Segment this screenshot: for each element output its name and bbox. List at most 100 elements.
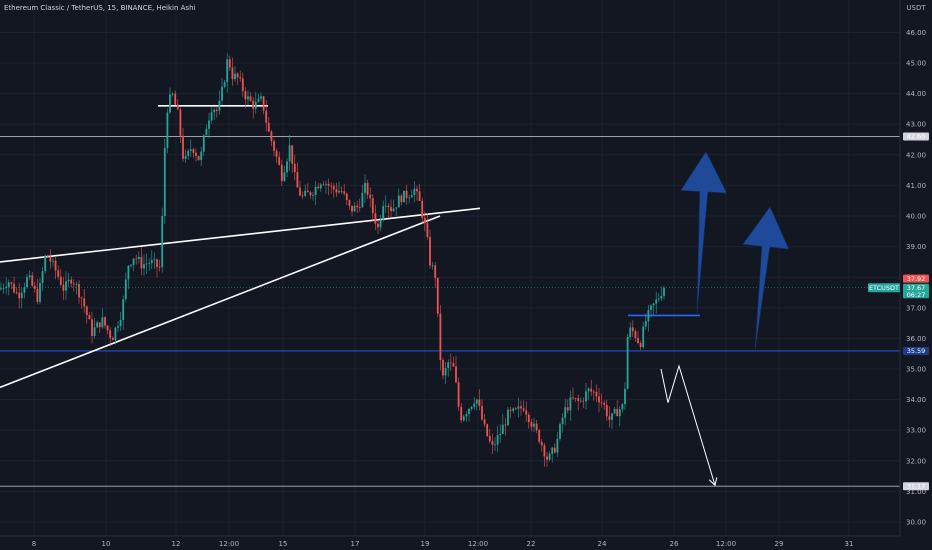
candle-body bbox=[491, 441, 494, 445]
candle-body bbox=[143, 264, 145, 269]
candle-body bbox=[150, 259, 153, 264]
candle-body bbox=[36, 288, 39, 302]
candle-body bbox=[283, 172, 286, 181]
price-tick-label: 40.00 bbox=[906, 213, 926, 221]
candle-body bbox=[358, 207, 361, 208]
candle-body bbox=[540, 441, 543, 446]
symbol-tag: ETCUSDT bbox=[868, 283, 900, 293]
candle-body bbox=[585, 391, 587, 402]
candle-body bbox=[83, 298, 86, 307]
candle-body bbox=[215, 109, 218, 111]
candle-body bbox=[660, 295, 663, 299]
candle-body bbox=[228, 59, 231, 68]
candle-body bbox=[267, 122, 270, 132]
candle-body bbox=[15, 292, 18, 294]
candle-body bbox=[62, 284, 65, 291]
candle-body bbox=[468, 408, 470, 415]
candle-body bbox=[507, 409, 509, 426]
candle-body bbox=[392, 208, 395, 212]
candle-body bbox=[460, 406, 463, 421]
candle-body bbox=[327, 183, 330, 186]
candle-body bbox=[522, 408, 525, 411]
candle-body bbox=[98, 322, 101, 328]
time-tick-label: 29 bbox=[775, 540, 784, 548]
candle-body bbox=[397, 195, 400, 208]
candle-body bbox=[587, 388, 590, 392]
candle-series bbox=[0, 53, 665, 467]
candle-body bbox=[535, 423, 538, 431]
candle-body bbox=[631, 327, 634, 332]
candle-body bbox=[33, 285, 36, 289]
candle-body bbox=[111, 337, 114, 341]
candle-body bbox=[546, 456, 548, 460]
candle-body bbox=[361, 192, 364, 208]
candle-body bbox=[434, 265, 437, 278]
candle-body bbox=[530, 422, 533, 427]
candle-body bbox=[496, 435, 499, 445]
candle-body bbox=[345, 193, 348, 201]
candle-body bbox=[213, 109, 216, 113]
level-price-tag-text: 42.60 bbox=[907, 133, 926, 141]
candle-body bbox=[304, 190, 307, 196]
candle-body bbox=[49, 256, 52, 262]
candle-body bbox=[408, 197, 411, 199]
candle-body bbox=[621, 404, 624, 410]
candle-body bbox=[624, 388, 626, 405]
candle-body bbox=[296, 172, 299, 188]
time-tick-label: 26 bbox=[670, 540, 679, 548]
candle-body bbox=[221, 86, 223, 101]
candle-body bbox=[572, 397, 574, 399]
candle-body bbox=[319, 184, 322, 189]
candle-body bbox=[117, 326, 119, 328]
candle-body bbox=[369, 194, 372, 199]
candle-body bbox=[202, 135, 205, 152]
candle-body bbox=[629, 327, 632, 338]
current-price-tag-bg bbox=[903, 283, 929, 292]
candle-body bbox=[301, 195, 304, 197]
candle-body bbox=[592, 391, 595, 393]
candle-body bbox=[20, 292, 23, 299]
symbol-tag-bg bbox=[868, 283, 900, 293]
candle-body bbox=[192, 149, 195, 153]
candle-body bbox=[179, 109, 182, 136]
candle-body bbox=[374, 213, 377, 224]
candle-body bbox=[223, 82, 226, 87]
candle-body bbox=[353, 205, 356, 212]
candle-body bbox=[189, 149, 192, 151]
candle-body bbox=[132, 258, 135, 265]
candle-body bbox=[655, 299, 658, 304]
candle-body bbox=[275, 150, 278, 157]
level-price-tag-bg bbox=[903, 346, 929, 355]
candle-body bbox=[231, 67, 234, 80]
arrow-drawings bbox=[660, 151, 790, 487]
symbol-tag-text: ETCUSDT bbox=[869, 284, 899, 292]
level-price-tag-text: 31.17 bbox=[907, 482, 926, 490]
candle-body bbox=[499, 433, 502, 436]
chart-title: Ethereum Classic / TetherUS, 15, BINANCE… bbox=[4, 4, 196, 12]
time-tick-label: 19 bbox=[421, 540, 430, 548]
candle-body bbox=[481, 405, 483, 420]
time-axis-panel[interactable] bbox=[0, 536, 900, 550]
candle-body bbox=[457, 382, 460, 407]
candle-body bbox=[548, 453, 551, 460]
candle-body bbox=[616, 408, 619, 417]
candle-body bbox=[226, 59, 229, 83]
candle-body bbox=[119, 319, 122, 327]
candle-body bbox=[637, 337, 639, 344]
candle-body bbox=[332, 185, 335, 190]
candle-body bbox=[252, 100, 255, 109]
price-axis-panel[interactable] bbox=[900, 0, 932, 536]
candle-body bbox=[39, 283, 41, 302]
countdown-tag-text: 06:27 bbox=[907, 291, 926, 299]
candle-body bbox=[478, 399, 481, 406]
candle-body bbox=[273, 141, 275, 151]
candle-body bbox=[46, 255, 49, 257]
candle-body bbox=[494, 444, 496, 446]
time-tick-label: 12:00 bbox=[716, 540, 736, 548]
price-tick-label: 30.00 bbox=[906, 519, 926, 527]
level-price-tag-text: 35.59 bbox=[907, 347, 926, 355]
time-tick-label: 10 bbox=[102, 540, 111, 548]
candle-body bbox=[626, 337, 629, 389]
